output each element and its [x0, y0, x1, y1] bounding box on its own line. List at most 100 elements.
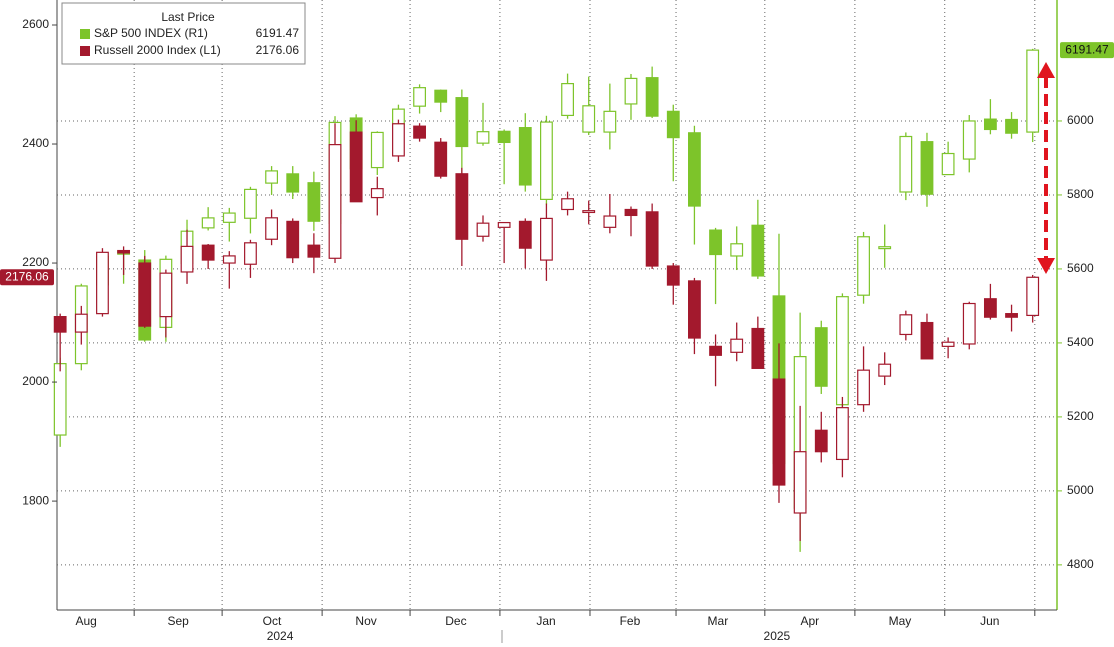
- candle-body: [709, 345, 722, 356]
- arrow-head: [1037, 258, 1055, 274]
- candle-body: [455, 97, 469, 148]
- candle-body: [857, 236, 870, 296]
- candle-body: [159, 272, 173, 318]
- legend: Last Price S&P 500 INDEX (R1) 6191.47 Russ…: [61, 2, 306, 65]
- candle-body: [624, 77, 638, 105]
- x-tick-label: Sep: [167, 614, 189, 628]
- candle-body: [96, 251, 109, 315]
- axes: Aug Sep Oct Nov Dec Jan Feb Mar Apr May Jun 2024 202…: [0, 17, 1114, 643]
- candle-body: [709, 229, 722, 256]
- candle-body: [370, 188, 384, 199]
- candle-body: [138, 262, 152, 327]
- candle-body: [117, 249, 131, 254]
- candle-body: [265, 217, 279, 240]
- year-label: 2025: [764, 629, 791, 643]
- candle-body: [286, 220, 300, 259]
- legend-title: Last Price: [161, 10, 215, 24]
- legend-value: 6191.47: [256, 26, 300, 40]
- candle-body: [857, 369, 870, 406]
- candle-body: [286, 173, 300, 193]
- candle-body: [307, 182, 321, 222]
- candle-body: [772, 378, 786, 486]
- x-tick-label: Jun: [980, 614, 999, 628]
- candle-body: [518, 127, 532, 186]
- x-tick-label: Dec: [445, 614, 466, 628]
- candle-body: [497, 130, 511, 144]
- y2-tick-label: 5000: [1067, 483, 1094, 497]
- candle-body: [1005, 118, 1018, 134]
- candle-body: [413, 125, 426, 139]
- candle-body: [920, 321, 934, 360]
- candle-body: [244, 188, 257, 219]
- legend-swatch: [80, 46, 90, 56]
- candles: [53, 48, 1040, 552]
- candle-body: [835, 407, 849, 461]
- candle-body: [392, 123, 405, 157]
- candle-body: [497, 221, 511, 228]
- candle-body: [814, 327, 828, 387]
- y-tick-label: 2600: [22, 17, 49, 31]
- y2-tick-label: 4800: [1067, 557, 1094, 571]
- candle-body: [413, 87, 426, 107]
- candle-body: [962, 302, 976, 345]
- candle-body: [582, 105, 596, 133]
- candle-body: [222, 212, 236, 223]
- y2-tick-label: 5400: [1067, 335, 1094, 349]
- candle-body: [1026, 276, 1040, 317]
- candle-body: [793, 451, 807, 514]
- candle-body: [1005, 313, 1018, 318]
- year-label: 2024: [267, 629, 294, 643]
- candle-body: [476, 222, 490, 237]
- candle-body: [476, 131, 490, 144]
- x-tick-label: Apr: [801, 614, 820, 628]
- candle-body: [603, 215, 617, 228]
- candle-body: [53, 363, 67, 436]
- candle-body: [624, 208, 638, 217]
- candle-body: [518, 220, 532, 249]
- candle-body: [751, 224, 765, 277]
- candle-body: [983, 118, 997, 131]
- candle-body: [920, 141, 934, 195]
- candle-body: [455, 173, 469, 240]
- legend-swatch: [80, 29, 90, 39]
- candle-body: [730, 338, 744, 353]
- candle-body: [561, 83, 574, 117]
- x-tick-label: Aug: [75, 614, 96, 628]
- x-tick-label: Mar: [708, 614, 729, 628]
- candle-body: [370, 131, 384, 169]
- candle-body: [645, 77, 659, 117]
- candle-body: [561, 198, 574, 211]
- candle-body: [941, 341, 955, 347]
- candle-body: [899, 135, 913, 193]
- y-tick-label: 1800: [22, 493, 49, 507]
- candle-body: [265, 170, 279, 184]
- last-price-label: 2176.06: [5, 269, 49, 283]
- candle-body: [688, 280, 701, 339]
- y2-tick-label: 6000: [1067, 113, 1094, 127]
- x-tick-label: Oct: [263, 614, 282, 628]
- candle-body: [666, 110, 680, 139]
- candle-body: [688, 132, 701, 207]
- candle-body: [434, 89, 448, 103]
- last-price-tag: [0, 269, 54, 286]
- candle-body: [899, 314, 913, 336]
- candle-body: [582, 210, 596, 214]
- arrow-head: [1037, 62, 1055, 78]
- legend-label: Russell 2000 Index (L1): [94, 43, 221, 57]
- y2-tick-label: 5600: [1067, 261, 1094, 275]
- candle-body: [814, 429, 828, 453]
- candle-body: [434, 141, 448, 177]
- candle-body: [941, 152, 955, 176]
- x-tick-label: May: [889, 614, 912, 628]
- candle-body: [540, 121, 553, 200]
- x-tick-label: Feb: [620, 614, 641, 628]
- candle-body: [751, 327, 765, 369]
- y-tick-label: 2400: [22, 136, 49, 150]
- candle-body: [645, 211, 659, 267]
- y2-tick-label: 5800: [1067, 187, 1094, 201]
- candle-body: [878, 246, 892, 250]
- candle-body: [666, 265, 680, 286]
- candle-body: [201, 217, 215, 229]
- candle-body: [244, 242, 257, 265]
